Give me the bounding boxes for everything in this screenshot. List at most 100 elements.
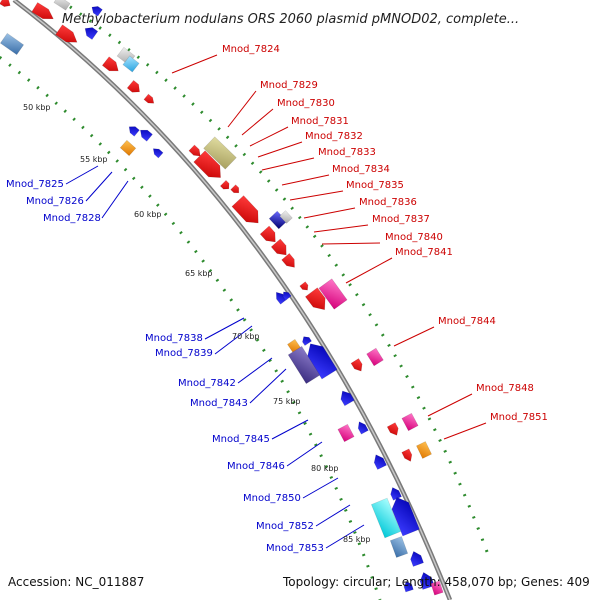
gene-arrow [259, 225, 276, 243]
gene-arrow [287, 345, 321, 385]
gene-arrow [55, 24, 78, 43]
gene-arrow [370, 497, 402, 539]
gene-arrow [143, 93, 155, 104]
gene-arrow [281, 253, 295, 268]
leader-line [261, 157, 315, 171]
leader-line [237, 357, 273, 384]
gene-label-reverse: Mnod_7838 [145, 333, 203, 344]
gene-arrow [337, 423, 355, 443]
tick-label: 65 kbp [185, 269, 213, 278]
gene-arrow [390, 487, 402, 501]
gene-arrow [119, 139, 137, 157]
gene-label-forward: Mnod_7833 [318, 147, 376, 158]
gene-arrow [401, 412, 419, 432]
gene-label-forward: Mnod_7841 [395, 247, 453, 258]
gene-label-reverse: Mnod_7839 [155, 348, 213, 359]
gene-arrow [389, 536, 409, 558]
leader-line [289, 190, 344, 201]
gene-arrow [403, 580, 414, 593]
leader-line [249, 126, 289, 147]
gene-arrow [430, 580, 444, 596]
leader-line [443, 422, 487, 440]
gene-label-forward: Mnod_7844 [438, 316, 496, 327]
gene-arrow [193, 150, 221, 178]
gene-arrow [373, 454, 387, 470]
gene-arrow [279, 210, 293, 224]
gene-label-reverse: Mnod_7843 [190, 398, 248, 409]
leader-line [345, 257, 393, 284]
gene-arrow [299, 281, 309, 291]
leader-line [85, 171, 113, 202]
gene-label-reverse: Mnod_7852 [256, 521, 314, 532]
leader-line [281, 174, 330, 186]
tick-label: 80 kbp [311, 464, 339, 473]
leader-line [271, 419, 309, 440]
tick-label: 70 kbp [232, 332, 260, 341]
gene-arrow [318, 278, 348, 310]
gene-label-forward: Mnod_7829 [260, 80, 318, 91]
gene-label-forward: Mnod_7832 [305, 131, 363, 142]
gene-label-reverse: Mnod_7826 [26, 196, 84, 207]
gene-label-reverse: Mnod_7850 [243, 493, 301, 504]
tick-label: 85 kbp [343, 535, 371, 544]
gene-arrow [126, 79, 140, 93]
leader-line [214, 325, 253, 355]
gene-arrow [230, 184, 240, 194]
gene-label-reverse: Mnod_7853 [266, 543, 324, 554]
gene-arrow [350, 358, 363, 372]
gene-label-forward: Mnod_7836 [359, 197, 417, 208]
tick-label: 55 kbp [80, 155, 108, 164]
gene-arrow [203, 136, 237, 170]
gene-arrow [0, 0, 11, 7]
gene-arrow [304, 287, 326, 311]
gene-label-forward: Mnod_7834 [332, 164, 390, 175]
gene-features [0, 0, 444, 596]
leader-line [313, 224, 369, 233]
leader-line [315, 504, 351, 527]
gene-arrow [386, 422, 399, 436]
tick-label: 60 kbp [134, 210, 162, 219]
map-title: Methylobacterium nodulans ORS 2060 plasm… [62, 12, 519, 27]
gene-label-forward: Mnod_7851 [490, 412, 548, 423]
gene-arrow [357, 421, 369, 435]
gene-label-reverse: Mnod_7845 [212, 434, 270, 445]
gene-arrow [219, 179, 230, 190]
gene-arrow [140, 129, 153, 142]
accession-text: Accession: NC_011887 [8, 575, 144, 589]
gene-label-forward: Mnod_7824 [222, 44, 280, 55]
leader-line [427, 393, 473, 417]
tick-label: 75 kbp [273, 397, 301, 406]
gene-arrow [270, 238, 287, 256]
leader-line [286, 441, 323, 467]
gene-label-reverse: Mnod_7828 [43, 213, 101, 224]
gene-arrow [410, 550, 424, 567]
leader-line [302, 477, 339, 499]
gene-arrow [101, 56, 119, 72]
gene-arrow [188, 144, 201, 157]
leader-line [257, 141, 303, 158]
leader-line [65, 165, 99, 185]
gene-label-forward: Mnod_7831 [291, 116, 349, 127]
leader-line [325, 524, 365, 549]
leader-line [204, 317, 245, 340]
gene-arrow [401, 448, 413, 462]
leader-line [241, 108, 274, 136]
gene-arrow [282, 291, 292, 301]
gene-label-forward: Mnod_7830 [277, 98, 335, 109]
gene-arrow [340, 390, 355, 407]
gene-arrow [366, 347, 384, 367]
gene-arrow [231, 195, 259, 224]
leader-line [101, 180, 129, 219]
leader-line [171, 54, 218, 74]
gene-arrow [391, 496, 420, 537]
gene-label-forward: Mnod_7848 [476, 383, 534, 394]
leader-line [393, 326, 435, 347]
leader-line [227, 90, 257, 128]
gene-arrow [0, 32, 25, 56]
gene-label-forward: Mnod_7840 [385, 232, 443, 243]
tick-label: 50 kbp [23, 103, 51, 112]
gene-arrow [91, 6, 103, 17]
backbone-arc-highlight [13, 0, 451, 600]
gene-arrow [152, 148, 164, 159]
